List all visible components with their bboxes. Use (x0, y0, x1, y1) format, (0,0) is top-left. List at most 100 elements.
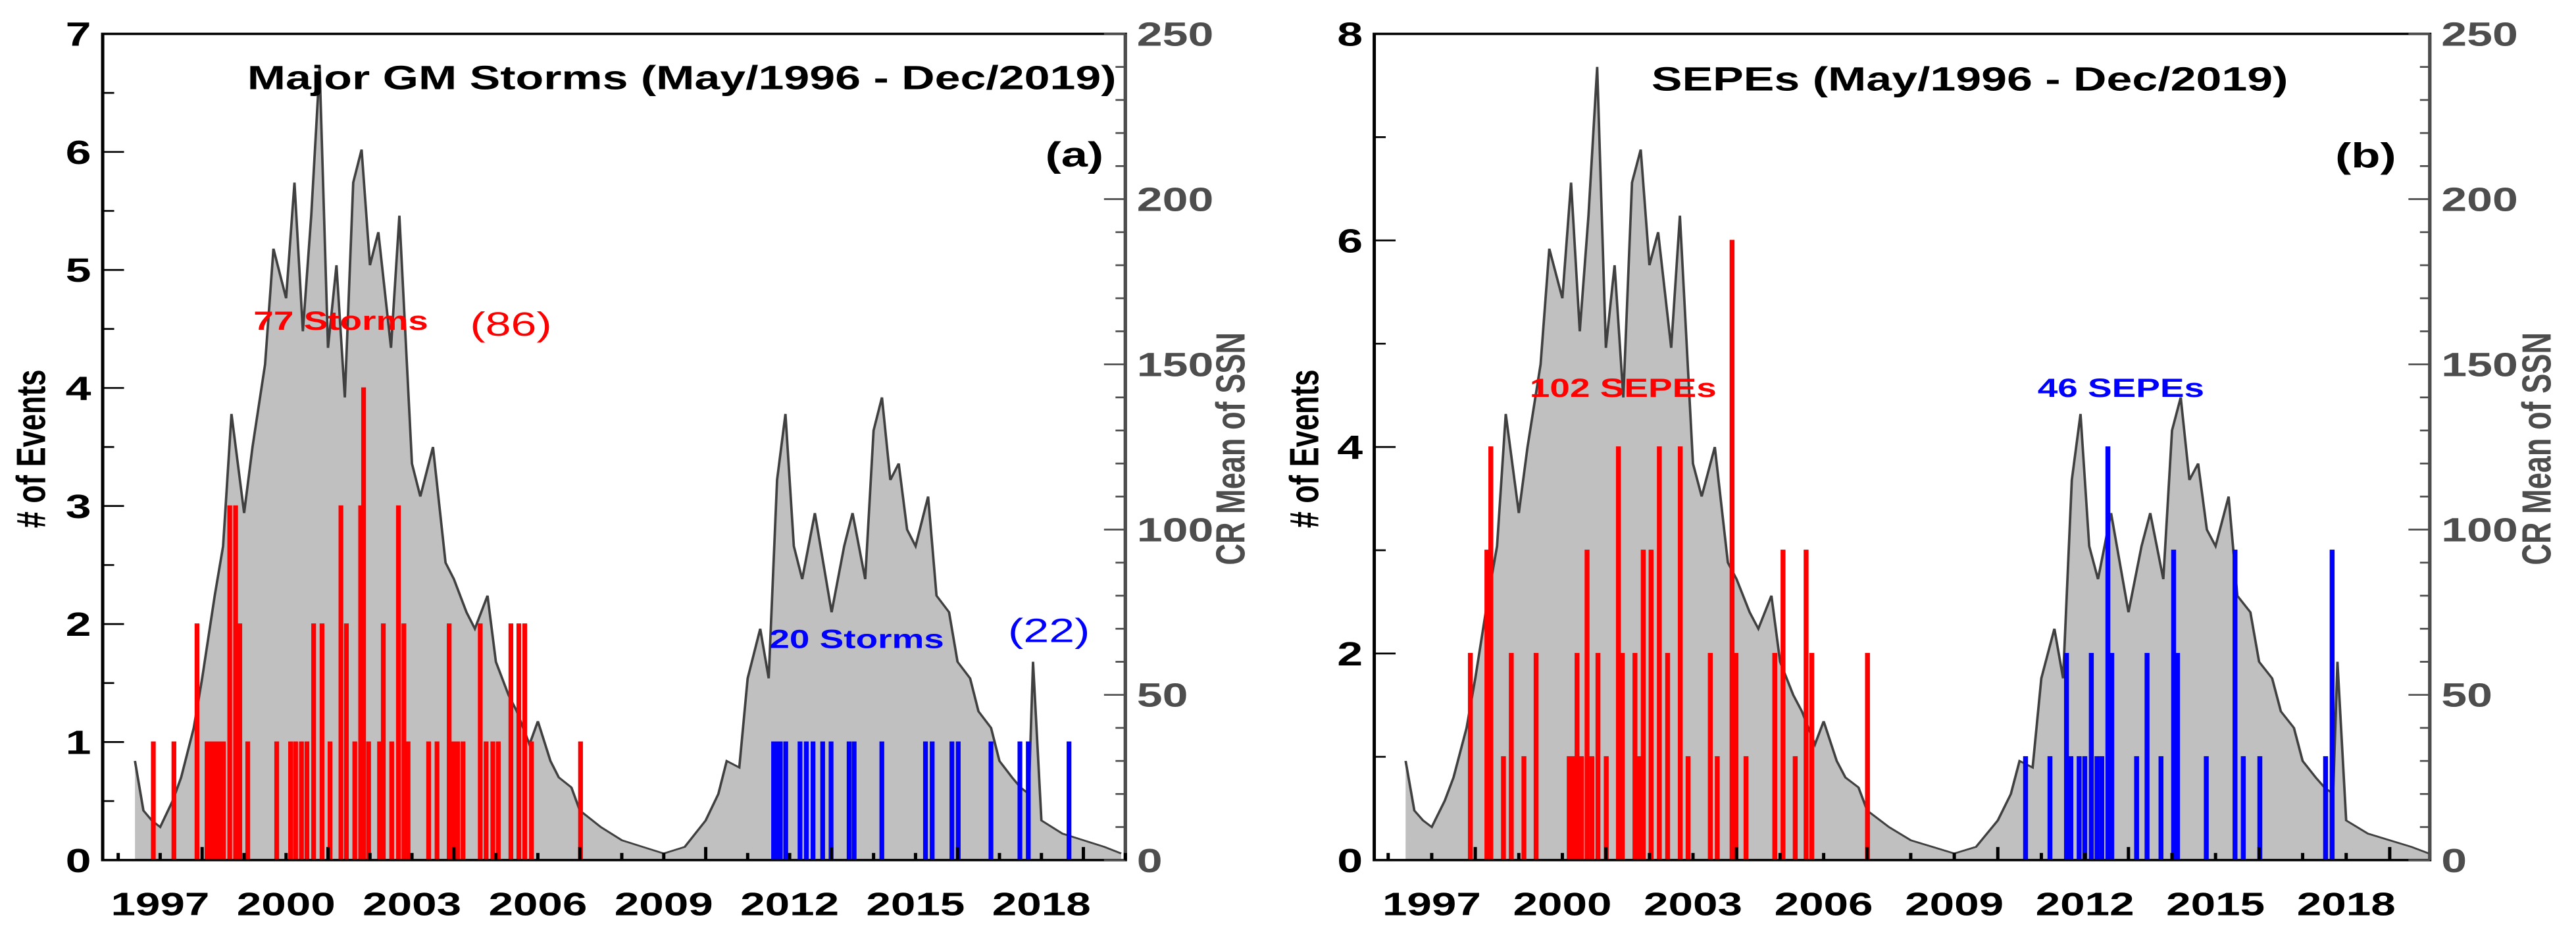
x-tick-label: 2006 (488, 887, 587, 923)
event-bar (949, 741, 955, 861)
event-bar (1715, 756, 1720, 861)
event-bar (361, 387, 366, 861)
y2-tick-label: 250 (2441, 16, 2518, 53)
event-bar (434, 741, 440, 861)
event-bar (2088, 653, 2094, 861)
event-bar (1809, 653, 1815, 861)
annotation-20-storms: 20 Storms (769, 625, 944, 654)
panel-a-label: (a) (1046, 136, 1103, 174)
event-bar (2068, 756, 2074, 861)
event-bar (988, 741, 994, 861)
y-tick-label: 8 (1337, 16, 1363, 53)
event-bar (401, 623, 407, 861)
y2-tick-label: 200 (2441, 181, 2518, 218)
event-bar (288, 741, 293, 861)
event-bar (1657, 446, 1662, 861)
event-bar (213, 741, 218, 861)
panel-b-ylabel: # of Events (1282, 369, 1328, 528)
x-tick-label: 2009 (1905, 887, 2004, 923)
y2-tick-label: 150 (1137, 346, 1214, 383)
y-tick-label: 2 (66, 606, 91, 643)
event-bar (208, 741, 214, 861)
y-tick-label: 0 (66, 842, 91, 879)
event-bar (1729, 240, 1735, 861)
event-bar (338, 505, 343, 861)
panel-a-title: Major GM Storms (May/1996 - Dec/2019) (247, 59, 1117, 96)
event-bar (451, 741, 456, 861)
x-tick-label: 2000 (1513, 887, 1611, 923)
event-bar (1584, 550, 1590, 861)
panel-b-label: (b) (2335, 137, 2396, 175)
x-tick-label: 2009 (615, 887, 713, 923)
event-bar (1865, 653, 1870, 861)
event-bar (237, 623, 243, 861)
x-tick-label: 2015 (2166, 887, 2265, 923)
event-bar (311, 623, 316, 861)
event-bar (2109, 653, 2115, 861)
event-bar (1619, 653, 1625, 861)
y-tick-label: 1 (66, 724, 91, 761)
x-tick-label: 2015 (866, 887, 965, 923)
event-bar (233, 505, 238, 861)
event-bar (304, 741, 310, 861)
event-bar (293, 741, 298, 861)
y-tick-label: 3 (66, 488, 91, 525)
y2-tick-label: 250 (1137, 16, 1214, 53)
y-tick-label: 4 (66, 370, 91, 407)
x-tick-label: 2012 (2036, 887, 2134, 923)
event-bar (447, 623, 452, 861)
event-bar (380, 623, 386, 861)
event-bar (220, 741, 226, 861)
event-bar (495, 741, 501, 861)
event-bar (2240, 756, 2246, 861)
event-bar (216, 741, 222, 861)
event-bar (1595, 653, 1601, 861)
event-bar (778, 741, 783, 861)
event-bar (2047, 756, 2053, 861)
event-bar (343, 623, 349, 861)
event-bar (2158, 756, 2163, 861)
event-bar (1484, 550, 1490, 861)
event-bar (1501, 756, 1506, 861)
event-bar (955, 741, 961, 861)
event-bar (820, 741, 825, 861)
event-bar (879, 741, 884, 861)
ssn-area (1405, 66, 2429, 860)
event-bar (578, 741, 583, 861)
event-bar (1636, 756, 1642, 861)
event-bar (490, 741, 495, 861)
event-bar (455, 741, 461, 861)
x-tick-label: 2018 (992, 887, 1091, 923)
x-tick-label: 2003 (363, 887, 461, 923)
event-bar (1488, 446, 1494, 861)
event-bar (2323, 756, 2329, 861)
event-bar (1589, 756, 1595, 861)
event-bar (426, 741, 432, 861)
event-bar (1665, 653, 1671, 861)
x-tick-label: 1997 (111, 887, 209, 923)
y2-tick-label: 100 (1137, 511, 1214, 548)
annotation-46-sepes: 46 SEPEs (2038, 374, 2204, 403)
event-bar (2233, 550, 2238, 861)
event-bar (1026, 741, 1031, 861)
panel-a-y2label: CR Mean of SSN (1207, 332, 1253, 565)
event-bar (478, 623, 483, 861)
event-bar (1743, 756, 1749, 861)
event-bar (1677, 446, 1683, 861)
event-bar (2077, 756, 2082, 861)
event-bar (319, 623, 325, 861)
event-bar (2329, 550, 2335, 861)
event-bar (1733, 653, 1739, 861)
y2-tick-label: 50 (2441, 677, 2492, 713)
event-bar (797, 741, 803, 861)
event-bar (461, 741, 466, 861)
event-bar (2134, 756, 2139, 861)
y-tick-label: 6 (1337, 222, 1363, 259)
event-bar (1571, 756, 1576, 861)
event-bar (2175, 653, 2181, 861)
event-bar (803, 741, 809, 861)
event-bar (1067, 741, 1072, 861)
event-bar (1533, 653, 1539, 861)
event-bar (1640, 550, 1646, 861)
